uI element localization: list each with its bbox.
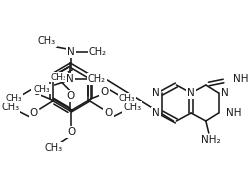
Text: NH₂: NH₂ xyxy=(200,135,220,145)
Text: CH₃: CH₃ xyxy=(118,93,135,103)
Text: CH₂: CH₂ xyxy=(87,74,105,84)
Text: CH₃: CH₃ xyxy=(123,102,141,112)
Text: O: O xyxy=(67,127,75,137)
Text: O: O xyxy=(104,108,112,118)
Text: CH₃: CH₃ xyxy=(5,93,22,103)
Text: N: N xyxy=(220,88,228,98)
Text: O: O xyxy=(100,87,108,97)
Text: CH₃: CH₃ xyxy=(38,36,55,46)
Text: O: O xyxy=(30,108,38,118)
Text: NH: NH xyxy=(232,74,248,84)
Text: N: N xyxy=(151,108,159,118)
Text: O: O xyxy=(66,91,74,101)
Text: N: N xyxy=(186,88,194,98)
Text: CH₃: CH₃ xyxy=(1,102,19,112)
Text: CH₃: CH₃ xyxy=(44,143,62,153)
Text: CH₃: CH₃ xyxy=(33,84,50,93)
Text: O: O xyxy=(32,87,40,97)
Text: N: N xyxy=(151,88,159,98)
Text: CH₂: CH₂ xyxy=(88,47,106,57)
Text: N: N xyxy=(66,74,74,84)
Text: NH: NH xyxy=(226,108,241,118)
Text: CH₃: CH₃ xyxy=(50,72,67,81)
Text: N: N xyxy=(67,47,75,57)
